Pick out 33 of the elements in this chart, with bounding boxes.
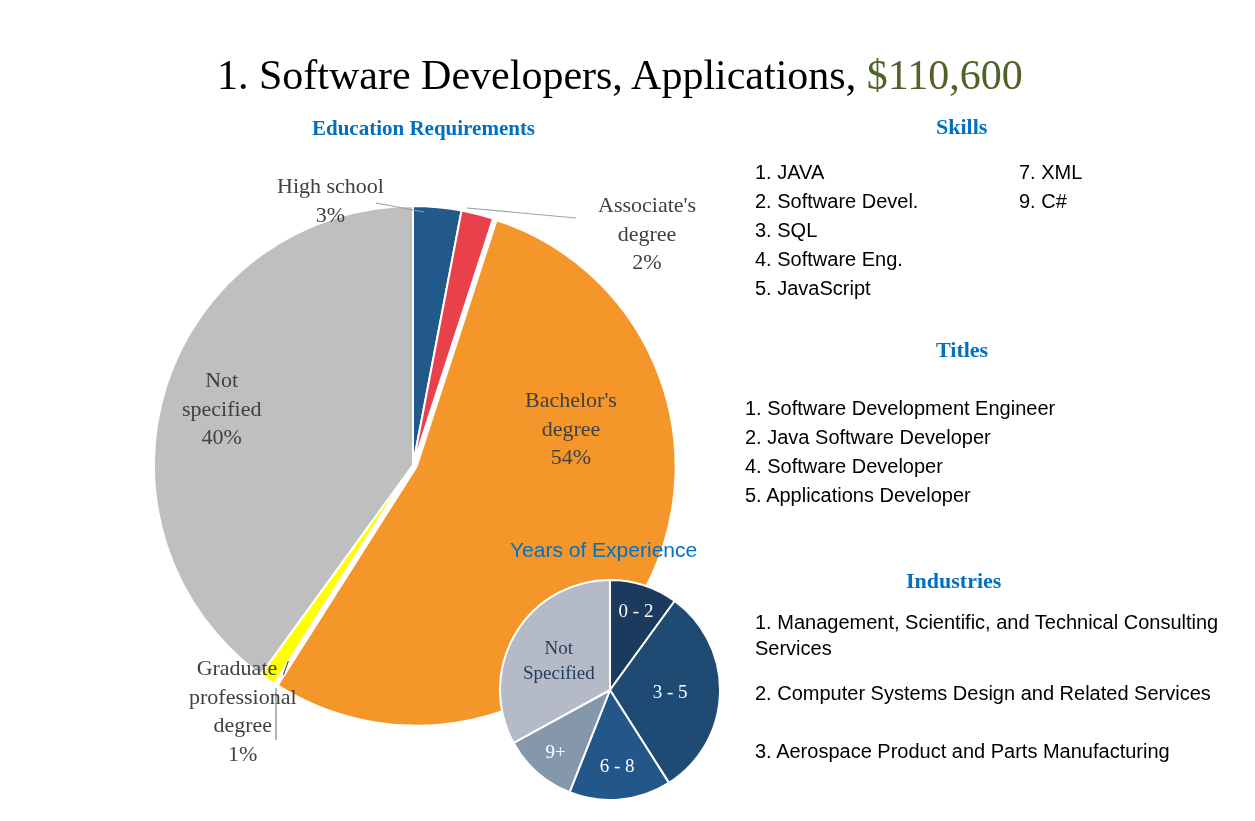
slice-label: 9+ <box>545 741 566 763</box>
slice-label: 6 - 8 <box>599 754 635 776</box>
text: Industries <box>906 568 1002 593</box>
chart-title: 1. Software Developers, Applications, $110,600 <box>217 52 1023 98</box>
text: 7. XML <box>1019 161 1083 183</box>
slice-label: Not specified <box>182 367 262 421</box>
text: 4. Software Eng. <box>755 248 903 270</box>
text: 3. Aerospace Product and Parts Manufacturing <box>755 740 1170 762</box>
text: Titles <box>936 337 989 362</box>
slice-label: High school <box>277 173 384 198</box>
text: 2. Software Devel. <box>755 190 919 212</box>
data-label: 1% <box>228 740 258 766</box>
data-label: 2% <box>632 249 662 275</box>
slice-label: Associate's degree <box>598 192 697 246</box>
slice-label: Not Specified <box>522 637 596 683</box>
text: 5. JavaScript <box>755 277 872 299</box>
text: 1. Software Development Engineer <box>745 397 1056 419</box>
slice-label: 0 - 2 <box>618 599 654 621</box>
text: 2. Computer Systems Design and Related Services <box>755 682 1211 704</box>
text: Skills <box>936 114 988 139</box>
text: 2. Java Software Developer <box>745 426 992 448</box>
data-label: 3% <box>315 201 346 227</box>
chart-subtitle: Education Requirements <box>312 116 536 140</box>
slice-label: Bachelor's degree <box>525 387 617 441</box>
text: 4. Software Developer <box>745 455 944 477</box>
text: 1. JAVA <box>755 161 825 183</box>
text: 9. C# <box>1019 190 1068 212</box>
slice-label: 3 - 5 <box>652 681 688 703</box>
data-label: 40% <box>201 424 242 450</box>
text: 1. Management, Scientific, and Technical Consulting Services <box>755 611 1219 659</box>
text: 3. SQL <box>755 219 818 241</box>
text: 5. Applications Developer <box>745 484 972 506</box>
data-label: 54% <box>550 444 592 470</box>
